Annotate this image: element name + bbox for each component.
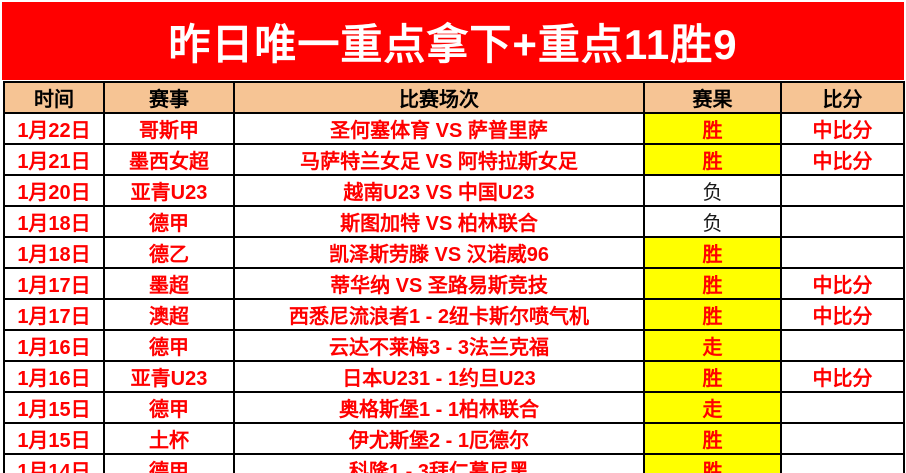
result-cell: 胜: [643, 422, 782, 455]
league-cell: 墨西女超: [103, 143, 235, 176]
date-cell: 1月21日: [3, 143, 105, 176]
match-cell: 圣何塞体育 VS 萨普里萨: [233, 112, 645, 145]
date-cell: 1月16日: [3, 329, 105, 362]
league-cell: 德甲: [103, 205, 235, 238]
title-banner: 昨日唯一重点拿下+重点11胜9: [2, 2, 904, 80]
league-cell: 德甲: [103, 453, 235, 473]
match-cell: 蒂华纳 VS 圣路易斯竞技: [233, 267, 645, 300]
result-cell: 负: [643, 174, 782, 207]
table-row: 1月15日 土杯 伊尤斯堡2 - 1厄德尔胜: [3, 422, 905, 455]
league-cell: 哥斯甲: [103, 112, 235, 145]
result-cell: 胜: [643, 360, 782, 393]
match-cell: 西悉尼流浪者1 - 2纽卡斯尔喷气机: [233, 298, 645, 331]
table-row: 1月20日 亚青U23 越南U23 VS 中国U23 负: [3, 174, 905, 207]
score-cell: [780, 391, 905, 424]
table-row: 1月14日 德甲 科隆1 - 3拜仁慕尼黑胜: [3, 453, 905, 473]
match-cell: 凯泽斯劳滕 VS 汉诺威96: [233, 236, 645, 269]
match-cell: 越南U23 VS 中国U23: [233, 174, 645, 207]
league-cell: 亚青U23: [103, 360, 235, 393]
score-cell: [780, 205, 905, 238]
score-cell: 中比分: [780, 267, 905, 300]
date-cell: 1月18日: [3, 205, 105, 238]
table-row: 1月17日 澳超 西悉尼流浪者1 - 2纽卡斯尔喷气机胜中比分: [3, 298, 905, 331]
date-cell: 1月16日: [3, 360, 105, 393]
col-header-league: 赛事: [103, 81, 235, 114]
results-table: 时间 赛事 比赛场次 赛果 比分 1月22日 哥斯甲 圣何塞体育 VS 萨普里萨胜中…: [3, 81, 905, 473]
table-row: 1月17日 墨超 蒂华纳 VS 圣路易斯竞技胜中比分: [3, 267, 905, 300]
match-cell: 科隆1 - 3拜仁慕尼黑: [233, 453, 645, 473]
date-cell: 1月18日: [3, 236, 105, 269]
col-header-match: 比赛场次: [233, 81, 645, 114]
table-row: 1月22日 哥斯甲 圣何塞体育 VS 萨普里萨胜中比分: [3, 112, 905, 145]
result-cell: 胜: [643, 236, 782, 269]
table-row: 1月18日 德乙 凯泽斯劳滕 VS 汉诺威96 胜: [3, 236, 905, 269]
table-row: 1月18日 德甲 斯图加特 VS 柏林联合负: [3, 205, 905, 238]
league-cell: 亚青U23: [103, 174, 235, 207]
score-cell: [780, 453, 905, 473]
result-cell: 胜: [643, 112, 782, 145]
header-row: 时间 赛事 比赛场次 赛果 比分: [3, 81, 905, 114]
score-cell: 中比分: [780, 360, 905, 393]
table-row: 1月15日 德甲 奥格斯堡1 - 1柏林联合走: [3, 391, 905, 424]
result-cell: 走: [643, 391, 782, 424]
match-cell: 云达不莱梅3 - 3法兰克福: [233, 329, 645, 362]
league-cell: 德甲: [103, 329, 235, 362]
league-cell: 德甲: [103, 391, 235, 424]
score-cell: 中比分: [780, 143, 905, 176]
table-row: 1月16日 德甲 云达不莱梅3 - 3法兰克福走: [3, 329, 905, 362]
date-cell: 1月14日: [3, 453, 105, 473]
match-cell: 日本U231 - 1约旦U23: [233, 360, 645, 393]
page-title: 昨日唯一重点拿下+重点11胜9: [168, 20, 738, 68]
league-cell: 墨超: [103, 267, 235, 300]
result-cell: 负: [643, 205, 782, 238]
result-cell: 走: [643, 329, 782, 362]
league-cell: 德乙: [103, 236, 235, 269]
col-header-result: 赛果: [643, 81, 782, 114]
score-cell: [780, 174, 905, 207]
date-cell: 1月17日: [3, 267, 105, 300]
col-header-time: 时间: [3, 81, 105, 114]
score-cell: [780, 422, 905, 455]
date-cell: 1月15日: [3, 391, 105, 424]
league-cell: 澳超: [103, 298, 235, 331]
col-header-score: 比分: [780, 81, 905, 114]
match-cell: 斯图加特 VS 柏林联合: [233, 205, 645, 238]
result-cell: 胜: [643, 298, 782, 331]
match-cell: 伊尤斯堡2 - 1厄德尔: [233, 422, 645, 455]
result-cell: 胜: [643, 267, 782, 300]
result-cell: 胜: [643, 453, 782, 473]
table-row: 1月21日 墨西女超 马萨特兰女足 VS 阿特拉斯女足胜中比分: [3, 143, 905, 176]
score-cell: 中比分: [780, 112, 905, 145]
score-cell: [780, 236, 905, 269]
date-cell: 1月20日: [3, 174, 105, 207]
score-cell: [780, 329, 905, 362]
date-cell: 1月15日: [3, 422, 105, 455]
result-cell: 胜: [643, 143, 782, 176]
score-cell: 中比分: [780, 298, 905, 331]
date-cell: 1月22日: [3, 112, 105, 145]
date-cell: 1月17日: [3, 298, 105, 331]
match-cell: 马萨特兰女足 VS 阿特拉斯女足: [233, 143, 645, 176]
table-body: 1月22日 哥斯甲 圣何塞体育 VS 萨普里萨胜中比分 1月21日 墨西女超 马萨特兰女足…: [3, 112, 905, 473]
league-cell: 土杯: [103, 422, 235, 455]
table-row: 1月16日 亚青U23 日本U231 - 1约旦U23 胜中比分: [3, 360, 905, 393]
match-cell: 奥格斯堡1 - 1柏林联合: [233, 391, 645, 424]
